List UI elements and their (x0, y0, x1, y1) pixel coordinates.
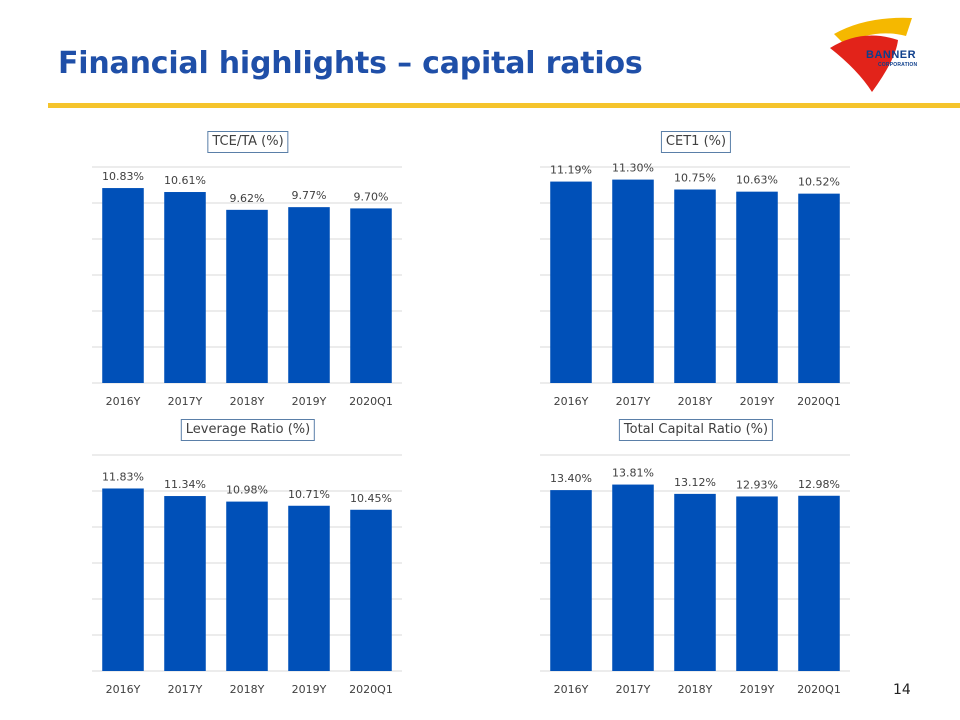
bar-2017Y (612, 484, 654, 671)
chart-plot: 10.83% 2016Y 10.61% 2017Y 9.62% 2018Y 9.77% 201… (92, 166, 402, 408)
chart-title: Leverage Ratio (%) (180, 419, 316, 441)
data-label-2019Y: 12.93% (736, 478, 778, 491)
data-label-2017Y: 13.81% (612, 467, 654, 480)
x-tick-label: 2018Y (678, 683, 713, 696)
logo-wordmark: BANNER (866, 49, 917, 61)
bar-2020Q1 (798, 495, 840, 671)
x-tick-label: 2017Y (168, 683, 203, 696)
data-label-2017Y: 10.61% (164, 174, 206, 187)
x-tick-label: 2016Y (554, 683, 589, 696)
data-label-2019Y: 9.77% (292, 189, 327, 202)
x-tick-label: 2020Q1 (349, 395, 393, 408)
x-tick-label: 2019Y (292, 395, 327, 408)
x-tick-label: 2018Y (230, 395, 265, 408)
chart-total-capital-ratio: Total Capital Ratio (%) 13.40% 2016Y 13.81… (530, 419, 860, 709)
bar-2018Y (226, 209, 268, 383)
bar-2017Y (612, 179, 654, 383)
data-label-2017Y: 11.34% (164, 478, 206, 491)
bar-2018Y (674, 189, 716, 383)
bar-2020Q1 (798, 193, 840, 383)
chart-cet1: CET1 (%) 11.19% 2016Y 11.30% 2017Y 10.75% 201… (530, 131, 860, 421)
data-label-2017Y: 11.30% (612, 162, 654, 175)
chart-title: CET1 (%) (660, 131, 732, 153)
banner-logo: BANNER CORPORATION (826, 14, 936, 96)
x-tick-label: 2018Y (230, 683, 265, 696)
data-label-2018Y: 10.75% (674, 172, 716, 185)
banner-flag-icon (830, 17, 912, 92)
chart-leverage-ratio: Leverage Ratio (%) 11.83% 2016Y 11.34% 2017… (82, 419, 412, 709)
page-number: 14 (893, 682, 911, 698)
chart-plot: 11.19% 2016Y 11.30% 2017Y 10.75% 2018Y 10.63% 2… (540, 162, 850, 408)
data-label-2020Q1: 9.70% (354, 190, 389, 203)
chart-plot: 11.83% 2016Y 11.34% 2017Y 10.98% 2018Y 10.71% 2… (92, 454, 402, 696)
bar-2020Q1 (350, 208, 392, 383)
data-label-2020Q1: 10.52% (798, 176, 840, 189)
bar-2020Q1 (350, 509, 392, 671)
data-label-2019Y: 10.71% (288, 488, 330, 501)
x-tick-label: 2017Y (168, 395, 203, 408)
chart-title: TCE/TA (%) (207, 131, 289, 153)
x-tick-label: 2017Y (616, 683, 651, 696)
bar-2016Y (102, 188, 144, 383)
x-tick-label: 2019Y (740, 395, 775, 408)
data-label-2016Y: 11.19% (550, 164, 592, 177)
x-tick-label: 2016Y (106, 683, 141, 696)
bar-2018Y (674, 493, 716, 671)
x-tick-label: 2016Y (554, 395, 589, 408)
data-label-2018Y: 13.12% (674, 476, 716, 489)
bar-2019Y (288, 207, 330, 383)
x-tick-label: 2019Y (740, 683, 775, 696)
bar-2016Y (550, 181, 592, 383)
chart-tce-ta: TCE/TA (%) 10.83% 2016Y 10.61% 2017Y 9.62% 20… (82, 131, 412, 421)
chart-plot: 13.40% 2016Y 13.81% 2017Y 13.12% 2018Y 12.93% 2… (540, 454, 850, 696)
bar-2016Y (102, 488, 144, 671)
data-label-2018Y: 10.98% (226, 484, 268, 497)
data-label-2020Q1: 10.45% (350, 492, 392, 505)
data-label-2016Y: 13.40% (550, 472, 592, 485)
title-underline (48, 103, 960, 108)
x-tick-label: 2020Q1 (797, 395, 841, 408)
x-tick-label: 2020Q1 (797, 683, 841, 696)
bar-2017Y (164, 192, 206, 383)
bar-2019Y (736, 496, 778, 671)
data-label-2016Y: 10.83% (102, 170, 144, 183)
slide-title: Financial highlights – capital ratios (58, 46, 643, 81)
x-tick-label: 2020Q1 (349, 683, 393, 696)
x-tick-label: 2019Y (292, 683, 327, 696)
x-tick-label: 2016Y (106, 395, 141, 408)
data-label-2020Q1: 12.98% (798, 478, 840, 491)
data-label-2016Y: 11.83% (102, 470, 144, 483)
x-tick-label: 2017Y (616, 395, 651, 408)
bar-2019Y (736, 191, 778, 383)
x-tick-label: 2018Y (678, 395, 713, 408)
chart-title: Total Capital Ratio (%) (618, 419, 774, 441)
data-label-2019Y: 10.63% (736, 174, 778, 187)
logo-subtitle: CORPORATION (878, 62, 918, 68)
bar-2018Y (226, 501, 268, 671)
data-label-2018Y: 9.62% (230, 192, 265, 205)
bar-2019Y (288, 505, 330, 671)
bar-2017Y (164, 496, 206, 671)
bar-2016Y (550, 490, 592, 671)
